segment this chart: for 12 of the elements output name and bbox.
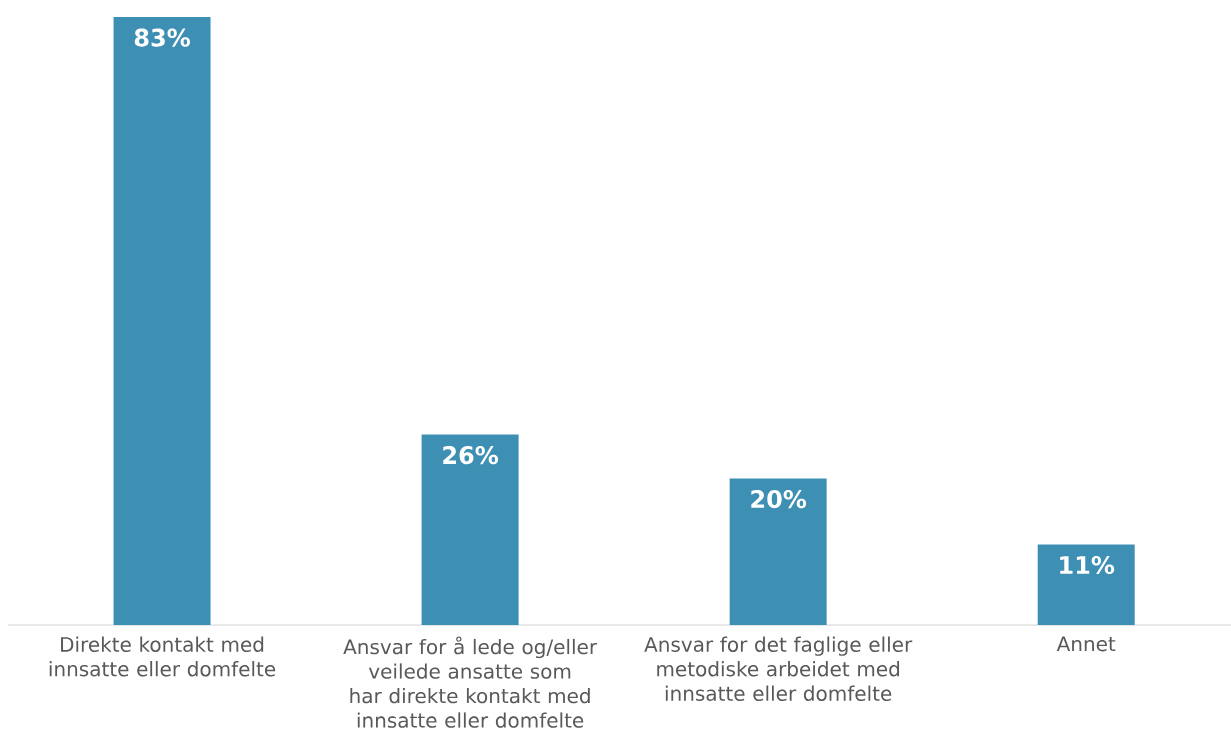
data-label: 83% (134, 28, 190, 47)
data-label: 20% (751, 490, 807, 509)
x-tick-label: Annet (1056, 636, 1116, 652)
x-tick-label: Direkte kontakt med innsatte eller domfelte (49, 636, 276, 677)
bar (113, 17, 211, 625)
bar (1037, 544, 1135, 625)
data-label: 11% (1060, 555, 1115, 575)
x-tick-label: Ansvar for å lede og/eller veilede ansatte som har direkte kontakt med innsatte eller domfelte (343, 636, 598, 728)
bar (421, 434, 519, 625)
x-tick-label: Ansvar for det faglige eller metodiske arbeidet med innsatte eller domfelte (644, 636, 913, 701)
bar (729, 478, 827, 625)
data-label: 26% (443, 446, 499, 465)
